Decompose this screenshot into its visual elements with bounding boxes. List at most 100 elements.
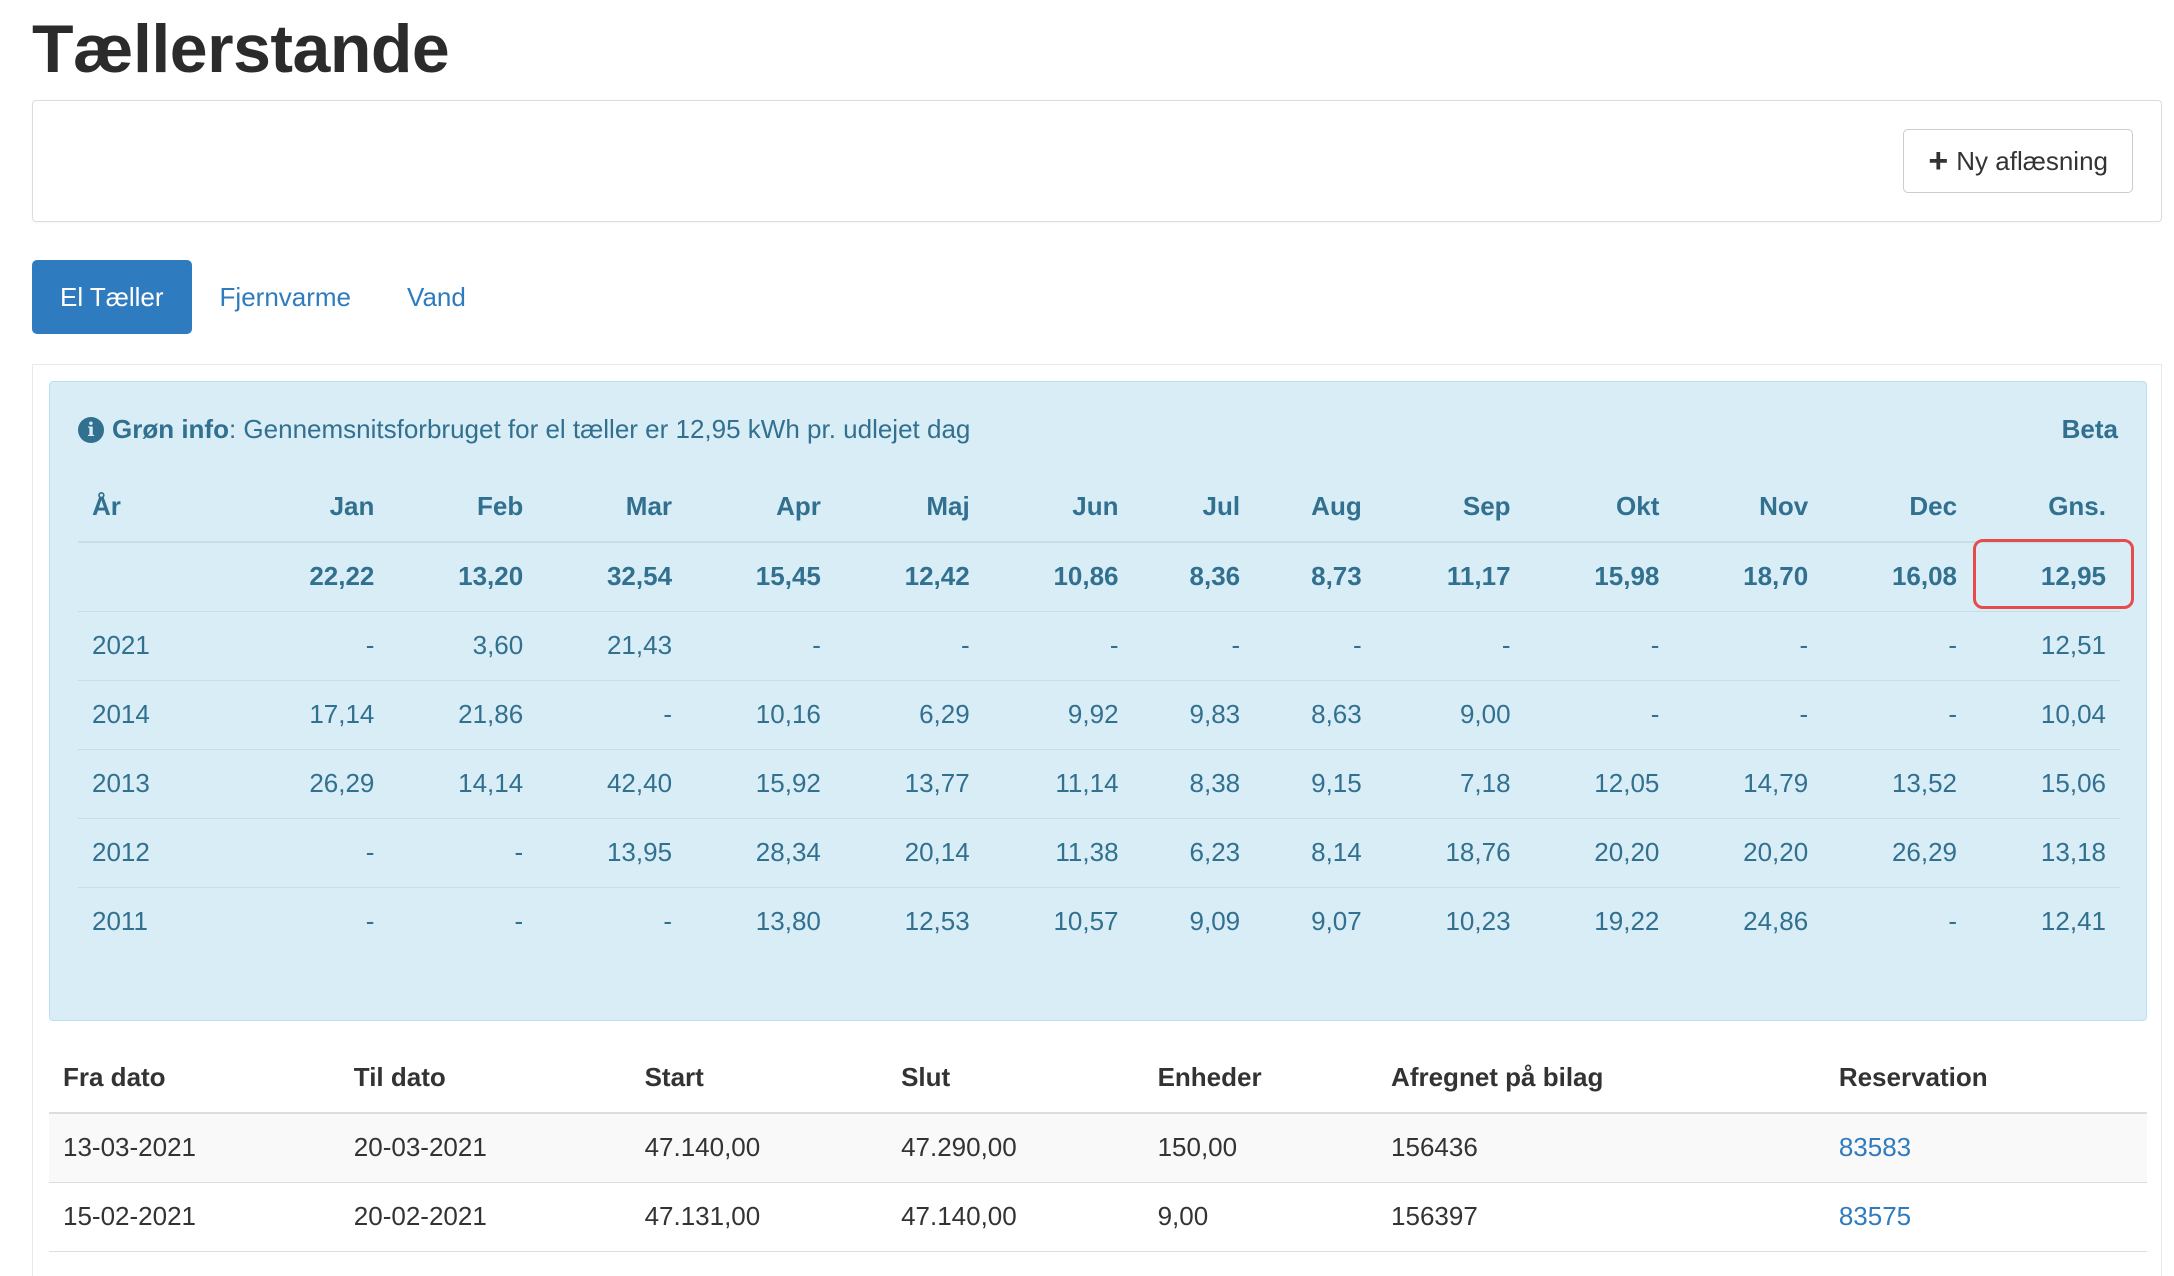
stats-cell: 18,76 <box>1375 818 1525 888</box>
reading-cell: 47.140,00 <box>887 1182 1144 1252</box>
stats-cell: 9,83 <box>1132 680 1255 750</box>
stats-cell: 2013 <box>78 749 240 819</box>
consumption-stats-table: År Jan Feb Mar Apr Maj Jun Jul Aug Sep Okt Nov Dec Gn… <box>78 472 2134 956</box>
stats-cell: 11,38 <box>983 818 1133 888</box>
reservation-link[interactable]: 83583 <box>1838 1132 1912 1163</box>
beta-badge: Beta <box>2061 414 2118 444</box>
stats-cell: 10,86 <box>983 542 1133 612</box>
plus-icon: + <box>1928 142 1949 180</box>
stats-cell: 15,45 <box>686 542 835 612</box>
stats-cell: 13,20 <box>388 542 538 612</box>
stats-cell: - <box>1822 611 1972 681</box>
readings-table: Fra dato Til dato Start Slut Enheder Afregnet… <box>49 1043 2147 1252</box>
stats-year-row: 2021-3,60 21,43- - - - - - - - -12,51 <box>78 611 2120 681</box>
tab-el-taeller[interactable]: El Tæller <box>32 260 192 334</box>
stats-cell: 9,92 <box>983 680 1133 750</box>
stats-cell: 10,57 <box>1053 906 1119 937</box>
reading-cell: 15-02-2021 <box>49 1182 340 1252</box>
reading-cell: 156436 <box>1377 1113 1825 1183</box>
reading-cell: 47.290,00 <box>887 1113 1144 1183</box>
stats-cell: 22,22 <box>239 542 389 612</box>
reading-cell: 83583 <box>1824 1113 2147 1183</box>
stats-cell: - <box>1375 611 1525 681</box>
stats-cell: 21,43 <box>537 611 687 681</box>
stats-column-header: År <box>78 472 240 543</box>
reservation-link[interactable]: 83575 <box>1838 1201 1912 1231</box>
tab-fjernvarme[interactable]: Fjernvarme <box>219 281 352 312</box>
stats-column-header: Sep <box>1375 472 1525 543</box>
stats-cell: 13,95 <box>537 818 687 888</box>
page-title: Tællerstande <box>32 11 450 87</box>
stats-cell: 12,51 <box>1971 611 2120 681</box>
stats-column-header: Jul <box>1132 472 1255 543</box>
stats-cell: 20,20 <box>1673 818 1823 888</box>
meter-tabs: El Tæller Fjernvarme Vand <box>32 260 494 334</box>
info-label: Grøn info <box>112 414 229 444</box>
reading-cell: 20-02-2021 <box>339 1182 631 1252</box>
stats-cell: - <box>537 680 687 750</box>
stats-cell: - <box>1948 906 1958 937</box>
reading-row: 13-03-2021 20-03-2021 47.140,00 47.290,00 15… <box>49 1113 2147 1183</box>
stats-cell: 14,14 <box>388 749 538 819</box>
stats-cell: 12,53 <box>904 906 970 937</box>
stats-cell: 10,04 <box>1971 680 2120 750</box>
stats-cell: - <box>983 611 1133 681</box>
stats-cell: 15,92 <box>686 749 835 819</box>
stats-cell: 16,08 <box>1822 542 1972 612</box>
stats-column-header: Aug <box>1254 472 1376 543</box>
stats-cell: - <box>834 611 984 681</box>
stats-column-header: Maj <box>834 472 984 543</box>
info-text: : Gennemsnitsforbruget for el tæller er … <box>228 414 971 444</box>
stats-cell: 26,29 <box>1822 818 1972 888</box>
reading-cell: 150,00 <box>1143 1113 1378 1183</box>
stats-year-row: 2011 - - - 13,80 12,53 10,57 9,09 9,07 10,23 19,22… <box>78 887 2120 956</box>
stats-cell: - <box>239 611 389 681</box>
stats-cell: - <box>365 906 375 937</box>
stats-cell: 14,79 <box>1673 749 1823 819</box>
reading-cell: 47.140,00 <box>630 1113 888 1183</box>
stats-cell: 8,14 <box>1254 818 1376 888</box>
stats-cell: - <box>1673 680 1823 750</box>
stats-cell: 10,16 <box>686 680 835 750</box>
action-panel: + Ny aflæsning <box>32 100 2162 222</box>
info-circle-icon: i <box>78 416 104 443</box>
tab-vand[interactable]: Vand <box>407 281 466 312</box>
stats-cell: 42,40 <box>537 749 687 819</box>
stats-cell: 8,63 <box>1254 680 1376 750</box>
stats-cell: 2014 <box>78 680 240 750</box>
stats-cell: 9,09 <box>1189 906 1241 937</box>
stats-cell: - <box>1524 611 1674 681</box>
readings-column-header: Afregnet på bilag <box>1377 1043 1825 1114</box>
stats-cell: 28,34 <box>686 818 835 888</box>
stats-cell: 8,38 <box>1132 749 1255 819</box>
reading-cell: 9,00 <box>1143 1182 1378 1252</box>
info-line: i Grøn info : Gennemsnitsforbruget for e… <box>78 414 2118 445</box>
readings-column-header: Enheder <box>1143 1043 1378 1114</box>
stats-year-row: 2013 26,29 14,14 42,40 15,92 13,77 11,14 8,38 9,… <box>78 749 2120 819</box>
stats-cell: - <box>1673 611 1823 681</box>
reading-cell: 156397 <box>1377 1182 1825 1252</box>
readings-column-header: Slut <box>887 1043 1144 1114</box>
overall-average-cell: 12,95 <box>1971 538 2134 612</box>
stats-cell: 11,17 <box>1375 542 1525 612</box>
stats-cell: - <box>686 611 835 681</box>
stats-cell: 3,60 <box>388 611 538 681</box>
stats-cell: 15,06 <box>1971 749 2120 819</box>
stats-cell: - <box>388 818 538 888</box>
readings-column-header: Start <box>630 1043 888 1114</box>
new-reading-button[interactable]: + Ny aflæsning <box>1903 129 2133 193</box>
stats-column-header: Okt <box>1524 472 1674 543</box>
stats-cell: 26,29 <box>239 749 389 819</box>
reading-row: 15-02-2021 20-02-2021 47.131,00 47.140,00 9,… <box>49 1182 2147 1252</box>
stats-cell: - <box>663 906 673 937</box>
stats-cell: 9,00 <box>1375 680 1525 750</box>
stats-cell: 9,07 <box>1311 906 1362 937</box>
readings-column-header: Reservation <box>1824 1043 2147 1114</box>
stats-cell: 11,14 <box>983 749 1133 819</box>
stats-cell: - <box>239 818 389 888</box>
stats-column-header: Jun <box>983 472 1133 543</box>
green-info-box: i Grøn info : Gennemsnitsforbruget for e… <box>49 381 2147 1021</box>
stats-column-header: Gns. <box>1971 472 2120 543</box>
stats-cell: 2012 <box>78 818 240 888</box>
stats-cell: - <box>1524 680 1674 750</box>
